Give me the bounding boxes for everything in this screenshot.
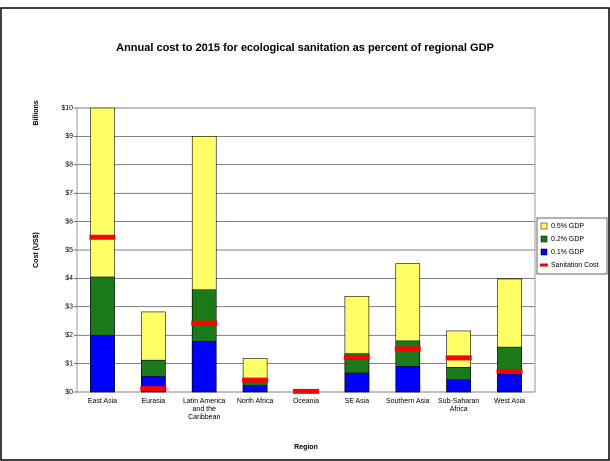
y-tick-label: $1 bbox=[65, 360, 73, 367]
bar bbox=[497, 373, 522, 393]
bar bbox=[90, 334, 115, 393]
bar bbox=[395, 366, 421, 393]
bar bbox=[344, 372, 370, 393]
legend-label: 0.1% GDP bbox=[551, 249, 584, 256]
x-axis-label: Region bbox=[294, 444, 318, 451]
legend-label: Sanitation Cost bbox=[551, 262, 599, 269]
y-tick-label: $4 bbox=[65, 275, 73, 282]
y-tick-label: $2 bbox=[65, 332, 73, 339]
legend-box bbox=[536, 217, 608, 275]
legend-swatch bbox=[540, 235, 548, 243]
legend-swatch bbox=[540, 222, 548, 230]
x-tick-label: Latin America and the Caribbean bbox=[183, 398, 226, 421]
chart-title: Annual cost to 2015 for ecological sanit… bbox=[116, 42, 494, 54]
y-unit-label: Billions bbox=[33, 100, 40, 125]
y-tick-label: $8 bbox=[65, 162, 73, 169]
legend-label: 0.5% GDP bbox=[551, 223, 584, 230]
x-tick-label: East Asia bbox=[87, 398, 118, 405]
x-tick-label: Sub-Saharan Africa bbox=[438, 398, 480, 413]
y-tick-label: $6 bbox=[65, 218, 73, 225]
legend-label: 0.2% GDP bbox=[551, 236, 584, 243]
x-tick-label: North Africa bbox=[236, 398, 274, 405]
y-tick-label: $9 bbox=[65, 133, 73, 140]
y-tick-label: $3 bbox=[65, 304, 73, 311]
y-tick-label: $5 bbox=[65, 247, 73, 254]
bar bbox=[446, 379, 471, 393]
x-tick-label: SE Asia bbox=[344, 398, 370, 405]
bar bbox=[242, 385, 268, 393]
y-tick-label: $7 bbox=[65, 190, 73, 197]
x-tick-label: Eurasia bbox=[141, 398, 166, 405]
bar bbox=[191, 341, 217, 393]
y-tick-label: $10 bbox=[61, 105, 73, 112]
x-tick-label: Oceania bbox=[292, 398, 320, 405]
x-tick-label: West Asia bbox=[494, 398, 526, 405]
x-tick-label: Southern Asia bbox=[385, 398, 430, 405]
legend-swatch bbox=[540, 248, 548, 256]
y-axis-label: Cost (US$) bbox=[33, 232, 40, 268]
y-tick-label: $0 bbox=[65, 389, 73, 396]
